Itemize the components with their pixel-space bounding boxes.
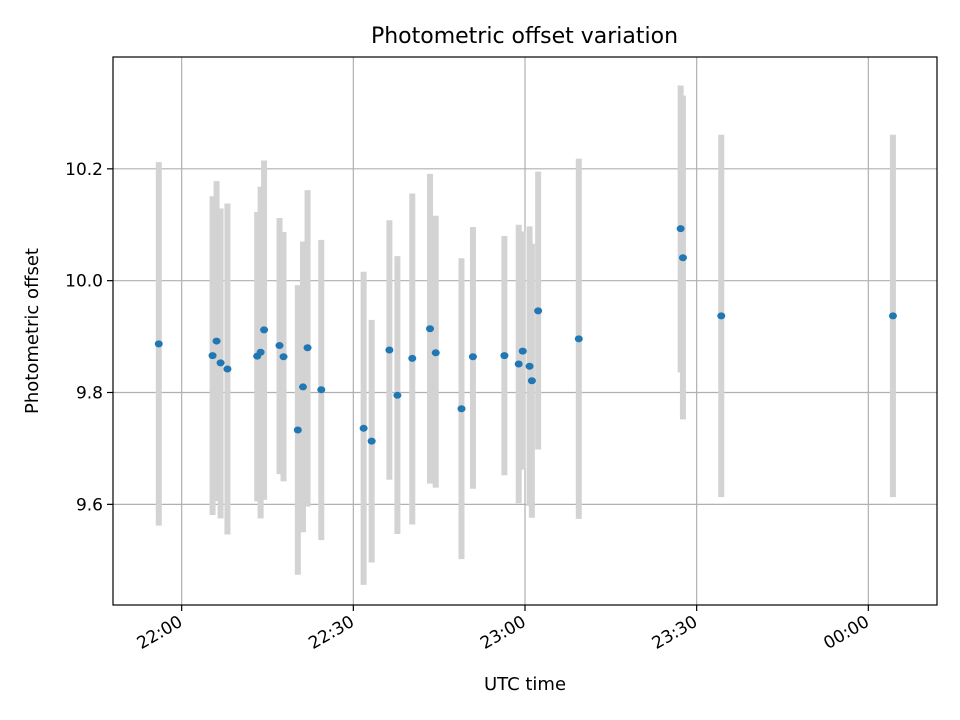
x-tick-label-4: 00:00 — [820, 612, 872, 654]
axis-ticks: 22:00 22:30 23:00 23:30 00:00 9.6 9.8 10.0 10.2 — [65, 160, 873, 654]
data-point-31 — [678, 254, 687, 262]
data-point-6 — [256, 348, 265, 356]
data-point-33 — [888, 312, 897, 320]
data-point-10 — [293, 426, 302, 434]
data-point-2 — [212, 337, 221, 345]
data-point-11 — [298, 383, 307, 391]
data-point-28 — [534, 307, 543, 315]
x-axis-label: UTC time — [484, 674, 566, 695]
data-point-12 — [303, 344, 312, 352]
data-point-16 — [385, 346, 394, 354]
data-point-20 — [431, 349, 440, 357]
y-tick-label-1: 9.8 — [76, 384, 103, 404]
data-point-24 — [514, 360, 523, 368]
y-tick-label-0: 9.6 — [76, 495, 103, 515]
data-point-32 — [717, 312, 726, 320]
data-point-4 — [223, 365, 232, 373]
x-tick-label-1: 22:30 — [305, 612, 357, 654]
data-point-7 — [260, 326, 269, 334]
data-point-21 — [457, 405, 466, 413]
data-point-0 — [154, 340, 163, 348]
data-point-13 — [317, 386, 326, 394]
data-point-14 — [359, 424, 368, 432]
y-axis-label: Photometric offset — [22, 248, 43, 414]
chart-title: Photometric offset variation — [371, 24, 678, 49]
data-point-8 — [275, 342, 284, 350]
data-point-23 — [500, 352, 509, 360]
data-point-29 — [574, 335, 583, 343]
data-point-22 — [468, 353, 477, 361]
data-point-27 — [527, 377, 536, 385]
error-bars — [155, 85, 896, 585]
y-tick-label-2: 10.0 — [65, 272, 103, 292]
data-point-30 — [676, 225, 685, 233]
x-tick-label-2: 23:00 — [477, 612, 529, 654]
data-points — [154, 225, 897, 445]
data-point-15 — [367, 437, 376, 445]
x-tick-label-0: 22:00 — [134, 612, 186, 654]
data-point-25 — [518, 347, 527, 355]
data-point-26 — [525, 362, 534, 370]
data-point-3 — [216, 359, 225, 367]
data-point-19 — [426, 325, 435, 333]
x-tick-label-3: 23:30 — [649, 612, 701, 654]
data-point-18 — [408, 354, 417, 362]
data-point-9 — [279, 353, 288, 361]
y-tick-label-3: 10.2 — [65, 160, 103, 180]
data-point-1 — [208, 352, 217, 360]
data-point-17 — [393, 391, 402, 399]
